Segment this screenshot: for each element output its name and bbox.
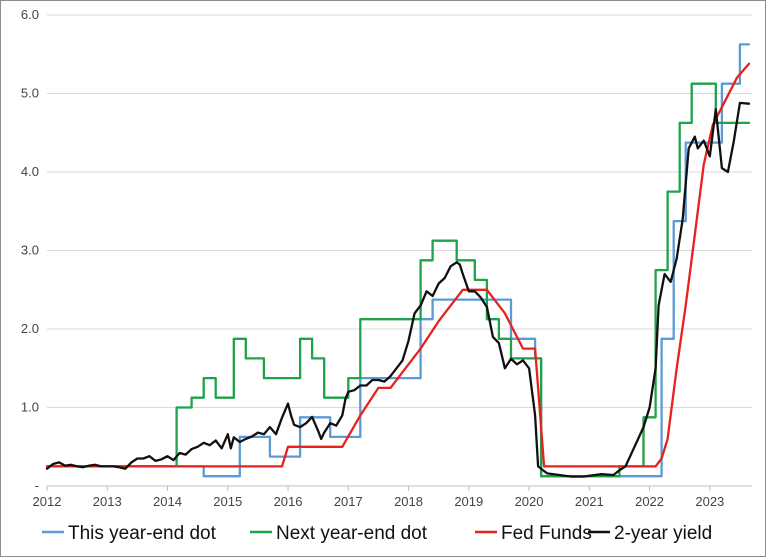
axes: [46, 485, 752, 491]
y-tick-label: 5.0: [21, 86, 39, 101]
legend-label: 2-year yield: [614, 523, 712, 544]
x-tick-label: 2022: [635, 494, 664, 509]
x-tick-label: 2015: [213, 494, 242, 509]
legend-label: This year-end dot: [68, 523, 217, 544]
x-tick-label: 2019: [454, 494, 483, 509]
legend-label: Fed Funds: [501, 523, 592, 544]
grid-lines: [47, 14, 752, 408]
x-tick-label: 2023: [695, 494, 724, 509]
x-tick-label: 2016: [274, 494, 303, 509]
y-tick-label: 2.0: [21, 321, 39, 336]
x-tick-label: 2014: [153, 494, 182, 509]
y-tick-label: 3.0: [21, 243, 39, 258]
x-axis-tick-labels: 2012 2013 2014 2015 2016 2017 2018 2019 2020 2021…: [33, 494, 725, 509]
y-axis-tick-labels: - 1.0 2.0 3.0 4.0 5.0 6.0: [21, 7, 39, 493]
series-lines: [45, 43, 751, 478]
y-tick-label: 4.0: [21, 164, 39, 179]
x-tick-label: 2018: [394, 494, 423, 509]
series-line-next-year-end-dot: [45, 82, 751, 478]
legend-item-2-year-yield: 2-year yield: [588, 523, 712, 544]
legend-label: Next year-end dot: [276, 523, 428, 544]
x-tick-label: 2017: [334, 494, 363, 509]
legend-item-fed-funds: Fed Funds: [475, 523, 592, 544]
series-line-fed-funds: [45, 62, 751, 468]
series-line-this-year-end-dot: [45, 43, 751, 478]
legend-item-this-year-end-dot: This year-end dot: [42, 523, 217, 544]
y-tick-label: 1.0: [21, 400, 39, 415]
x-tick-label: 2020: [515, 494, 544, 509]
y-tick-label: -: [35, 478, 39, 493]
x-tick-label: 2021: [575, 494, 604, 509]
legend-item-next-year-end-dot: Next year-end dot: [250, 523, 428, 544]
y-tick-label: 6.0: [21, 7, 39, 22]
x-tick-label: 2012: [33, 494, 62, 509]
x-tick-label: 2013: [93, 494, 122, 509]
legend: This year-end dot Next year-end dot Fed Fu…: [42, 523, 712, 544]
series-line-2-year-yield: [45, 101, 751, 478]
